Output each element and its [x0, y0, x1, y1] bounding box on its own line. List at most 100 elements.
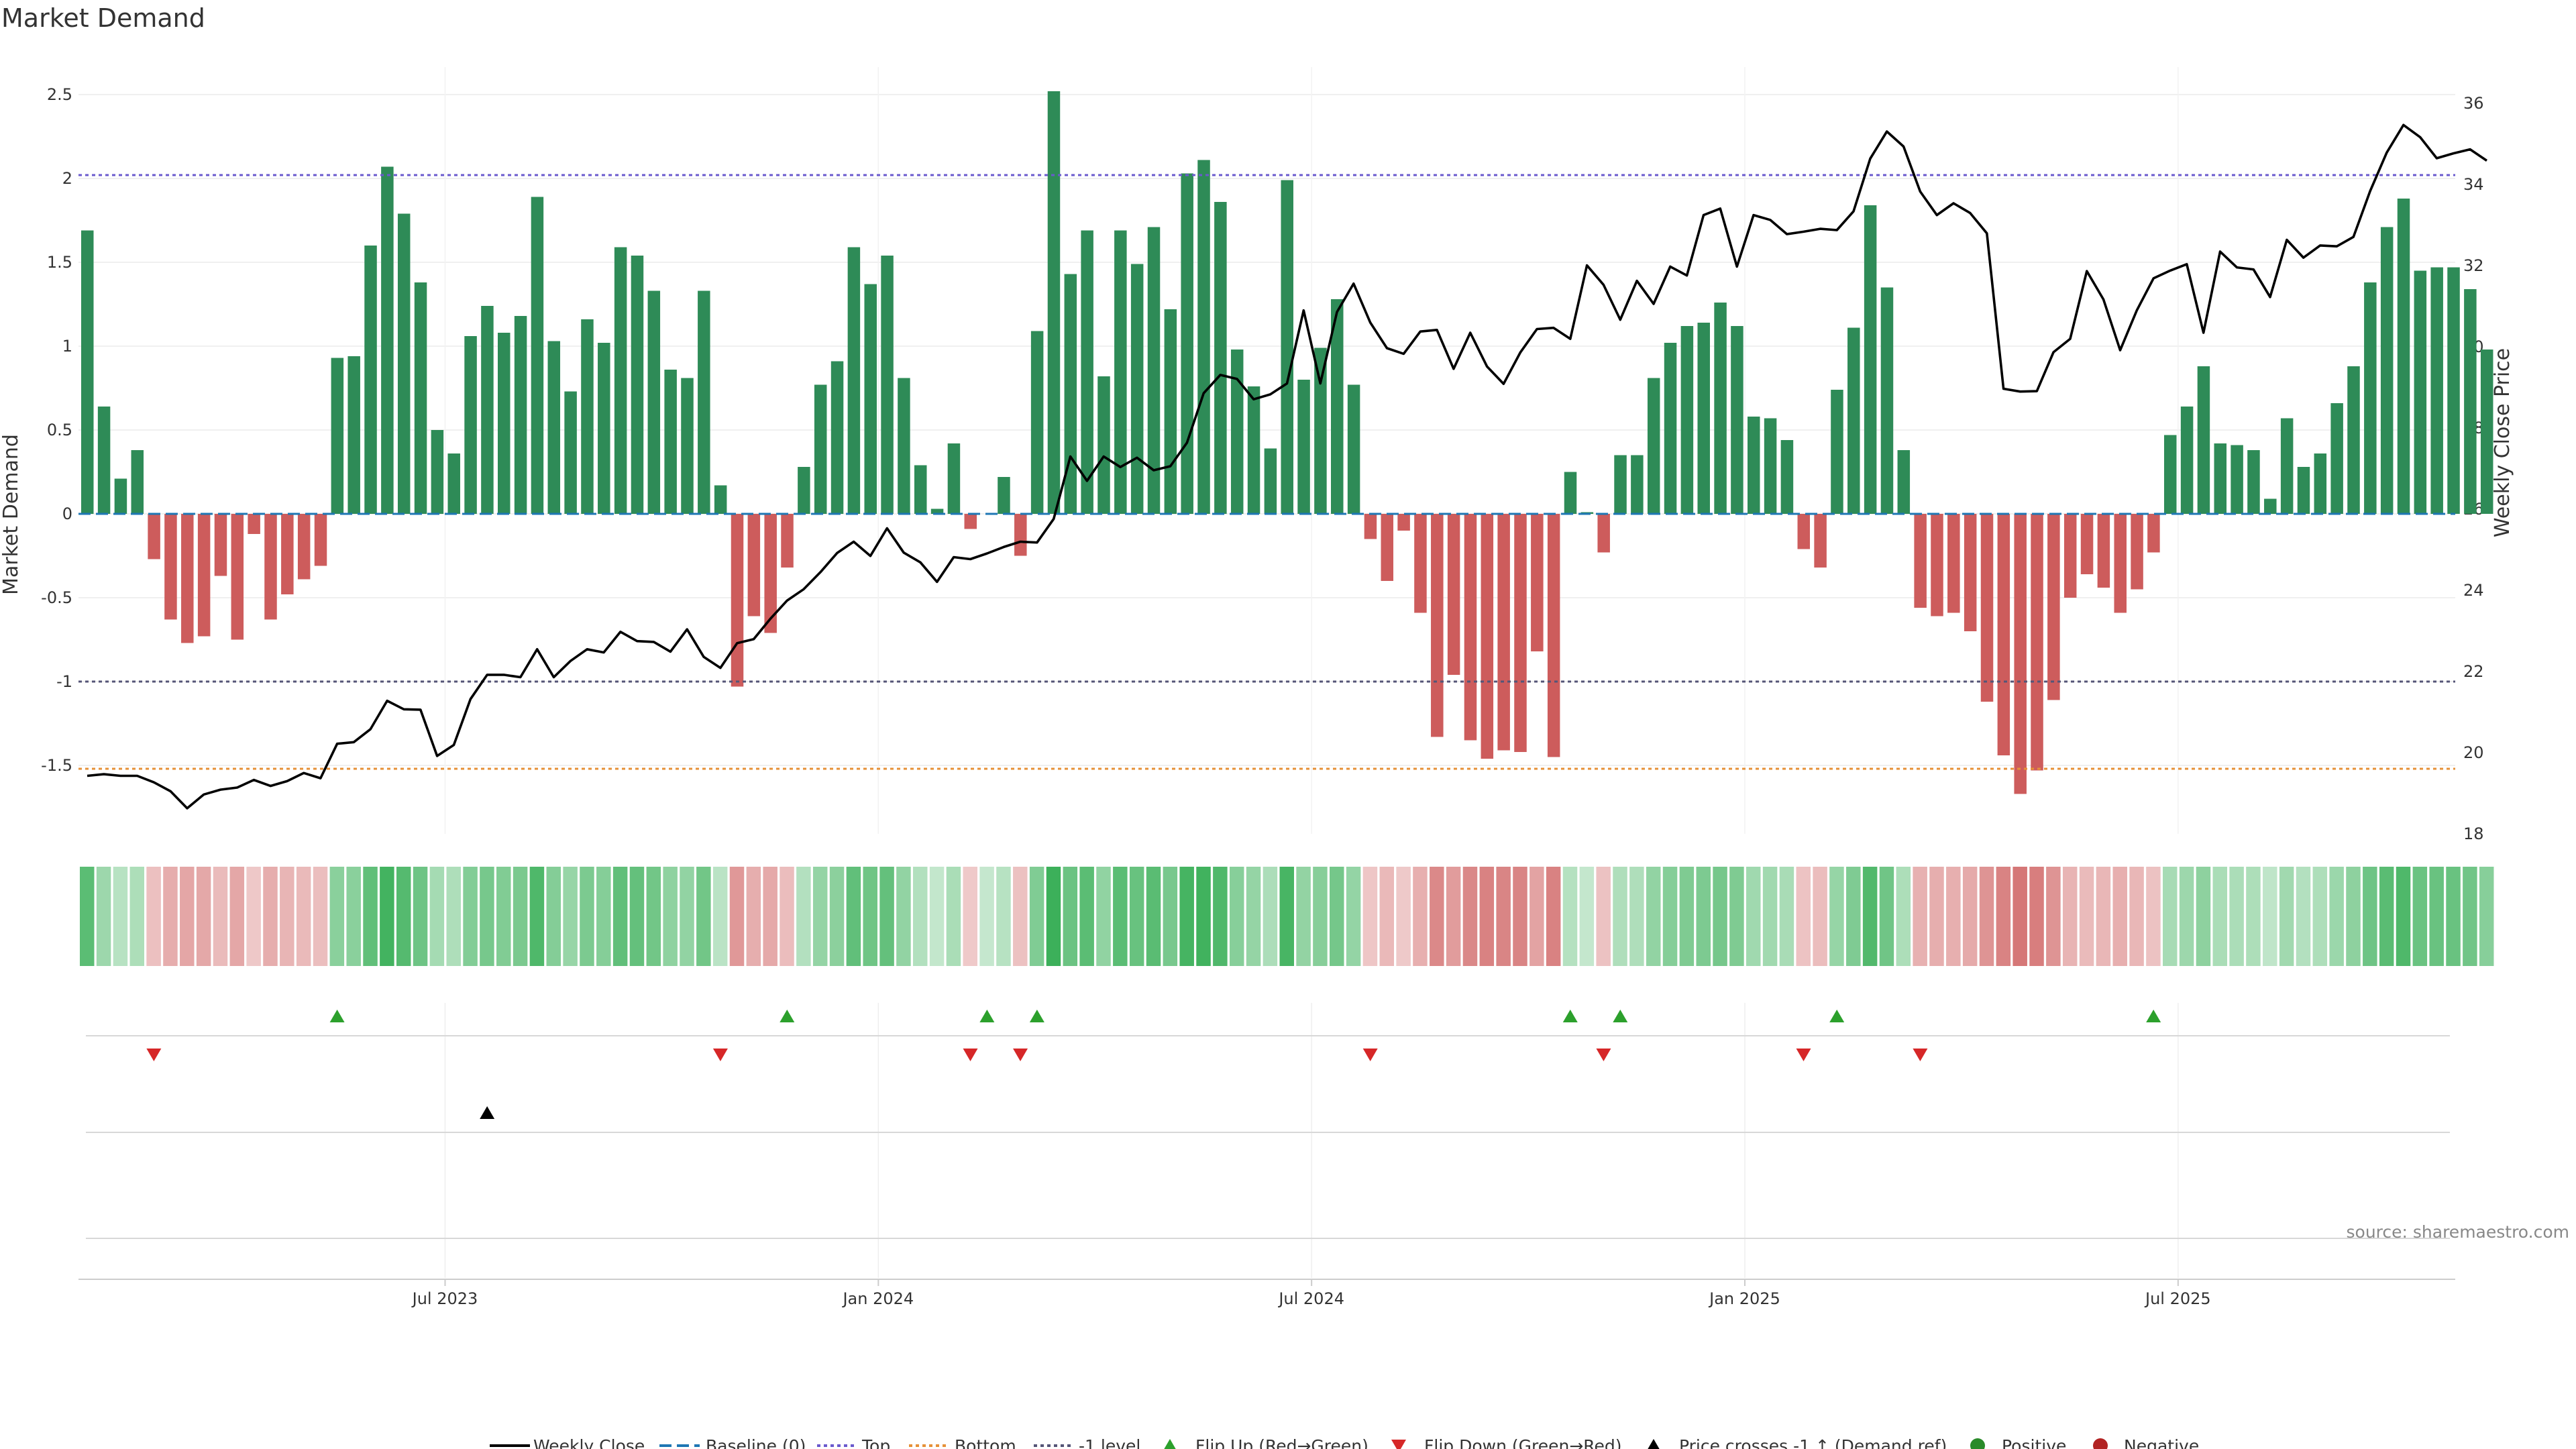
demand-bar: [2131, 514, 2143, 590]
demand-bar: [1097, 376, 1110, 514]
demand-bar: [1597, 514, 1610, 553]
demand-bar: [1797, 514, 1811, 549]
demand-bar: [131, 450, 144, 514]
y2-tick-label: 32: [2463, 256, 2484, 275]
x-tick-label: Jul 2025: [2144, 1289, 2211, 1308]
demand-bar: [1631, 455, 1644, 514]
demand-bar: [1230, 350, 1244, 514]
heat-cell: [1396, 867, 1411, 966]
demand-bar: [781, 514, 794, 568]
heat-cell: [1929, 867, 1944, 966]
heat-cell: [580, 867, 594, 966]
heat-cell: [80, 867, 95, 966]
heat-cell: [2479, 867, 2494, 966]
heat-cell: [2463, 867, 2477, 966]
demand-bar: [731, 514, 744, 687]
demand-bar: [364, 246, 377, 514]
flip-up-marker: [1562, 1010, 1578, 1022]
demand-bar: [2347, 366, 2360, 514]
demand-bar: [2330, 403, 2343, 514]
demand-bar: [1431, 514, 1444, 737]
y-tick-label: 2: [62, 169, 72, 188]
heat-cell: [696, 867, 711, 966]
heat-cell: [2363, 867, 2377, 966]
demand-bar: [148, 514, 160, 559]
heat-cell: [796, 867, 811, 966]
heat-cell: [246, 867, 261, 966]
demand-bar: [1847, 327, 1860, 514]
heat-cell: [463, 867, 478, 966]
heat-cell: [1413, 867, 1428, 966]
heat-cell: [146, 867, 161, 966]
heat-cell: [1362, 867, 1378, 966]
heat-cell: [829, 867, 845, 966]
demand-bar: [2063, 514, 2077, 598]
heat-cell: [812, 867, 828, 966]
demand-bar: [1314, 347, 1327, 514]
legend-label: Flip Up (Red→Green): [1195, 1436, 1368, 1449]
demand-bar: [214, 514, 227, 576]
demand-bar: [1514, 514, 1527, 752]
y-tick-label: -0.5: [41, 588, 72, 607]
heat-cell: [413, 867, 428, 966]
heat-cell: [1696, 867, 1711, 966]
demand-bar: [2014, 514, 2027, 794]
demand-bar: [1264, 448, 1277, 514]
heat-cell: [1313, 867, 1328, 966]
demand-bar: [164, 514, 177, 620]
heat-cell: [963, 867, 978, 966]
source-label: source: sharemaestro.com: [2347, 1222, 2570, 1242]
demand-bar: [1714, 303, 1727, 514]
heat-cell: [1846, 867, 1861, 966]
flip-up-marker: [1829, 1010, 1845, 1022]
x-tick-label: Jan 2025: [1708, 1289, 1780, 1308]
heat-cell: [729, 867, 745, 966]
y2-tick-label: 20: [2463, 743, 2484, 762]
demand-bar: [2380, 227, 2394, 514]
demand-bar: [798, 467, 810, 514]
heat-cell: [1263, 867, 1278, 966]
y-tick-label: 2.5: [47, 85, 72, 104]
heat-cell: [1796, 867, 1811, 966]
demand-bar: [514, 316, 527, 514]
y2-tick-label: 24: [2463, 581, 2484, 600]
heat-cell: [1330, 867, 1344, 966]
demand-bar: [714, 485, 727, 514]
heat-cell: [446, 867, 461, 966]
demand-bar: [1764, 418, 1777, 514]
heat-cell: [1013, 867, 1028, 966]
demand-bar: [1748, 417, 1760, 514]
demand-bar: [498, 333, 511, 514]
heat-cell: [646, 867, 661, 966]
cross-markers-panel: [86, 1106, 2450, 1133]
heat-cell: [1862, 867, 1878, 966]
y-tick-label: 0: [62, 504, 72, 523]
demand-bar: [564, 391, 577, 514]
heat-cell: [1462, 867, 1478, 966]
flip-up-marker: [1613, 1010, 1628, 1022]
demand-bar: [264, 514, 277, 620]
heat-cell: [513, 867, 528, 966]
demand-bar: [97, 407, 111, 514]
y-axis-ticks: -1.5 -1 -0.5 0 0.5 1 1.5 2 2.5: [41, 85, 72, 775]
heat-cell: [1529, 867, 1544, 966]
demand-bar: [447, 453, 460, 514]
demand-bar: [1447, 514, 1460, 675]
demand-bar: [2197, 366, 2210, 514]
heat-cell: [1879, 867, 1894, 966]
demand-bar: [547, 341, 561, 514]
demand-bar: [481, 306, 494, 514]
demand-bar: [747, 514, 761, 616]
heat-cell: [1296, 867, 1311, 966]
heat-cell: [1146, 867, 1161, 966]
heat-cell: [2046, 867, 2061, 966]
heat-cell: [2146, 867, 2161, 966]
price-line: [87, 123, 2488, 810]
heat-cell: [929, 867, 945, 966]
heat-cell: [2012, 867, 2027, 966]
y-tick-label: -1.5: [41, 756, 72, 775]
demand-bar: [281, 514, 294, 594]
heat-cell: [2346, 867, 2361, 966]
demand-bar: [1197, 160, 1210, 514]
demand-bar: [414, 282, 427, 514]
